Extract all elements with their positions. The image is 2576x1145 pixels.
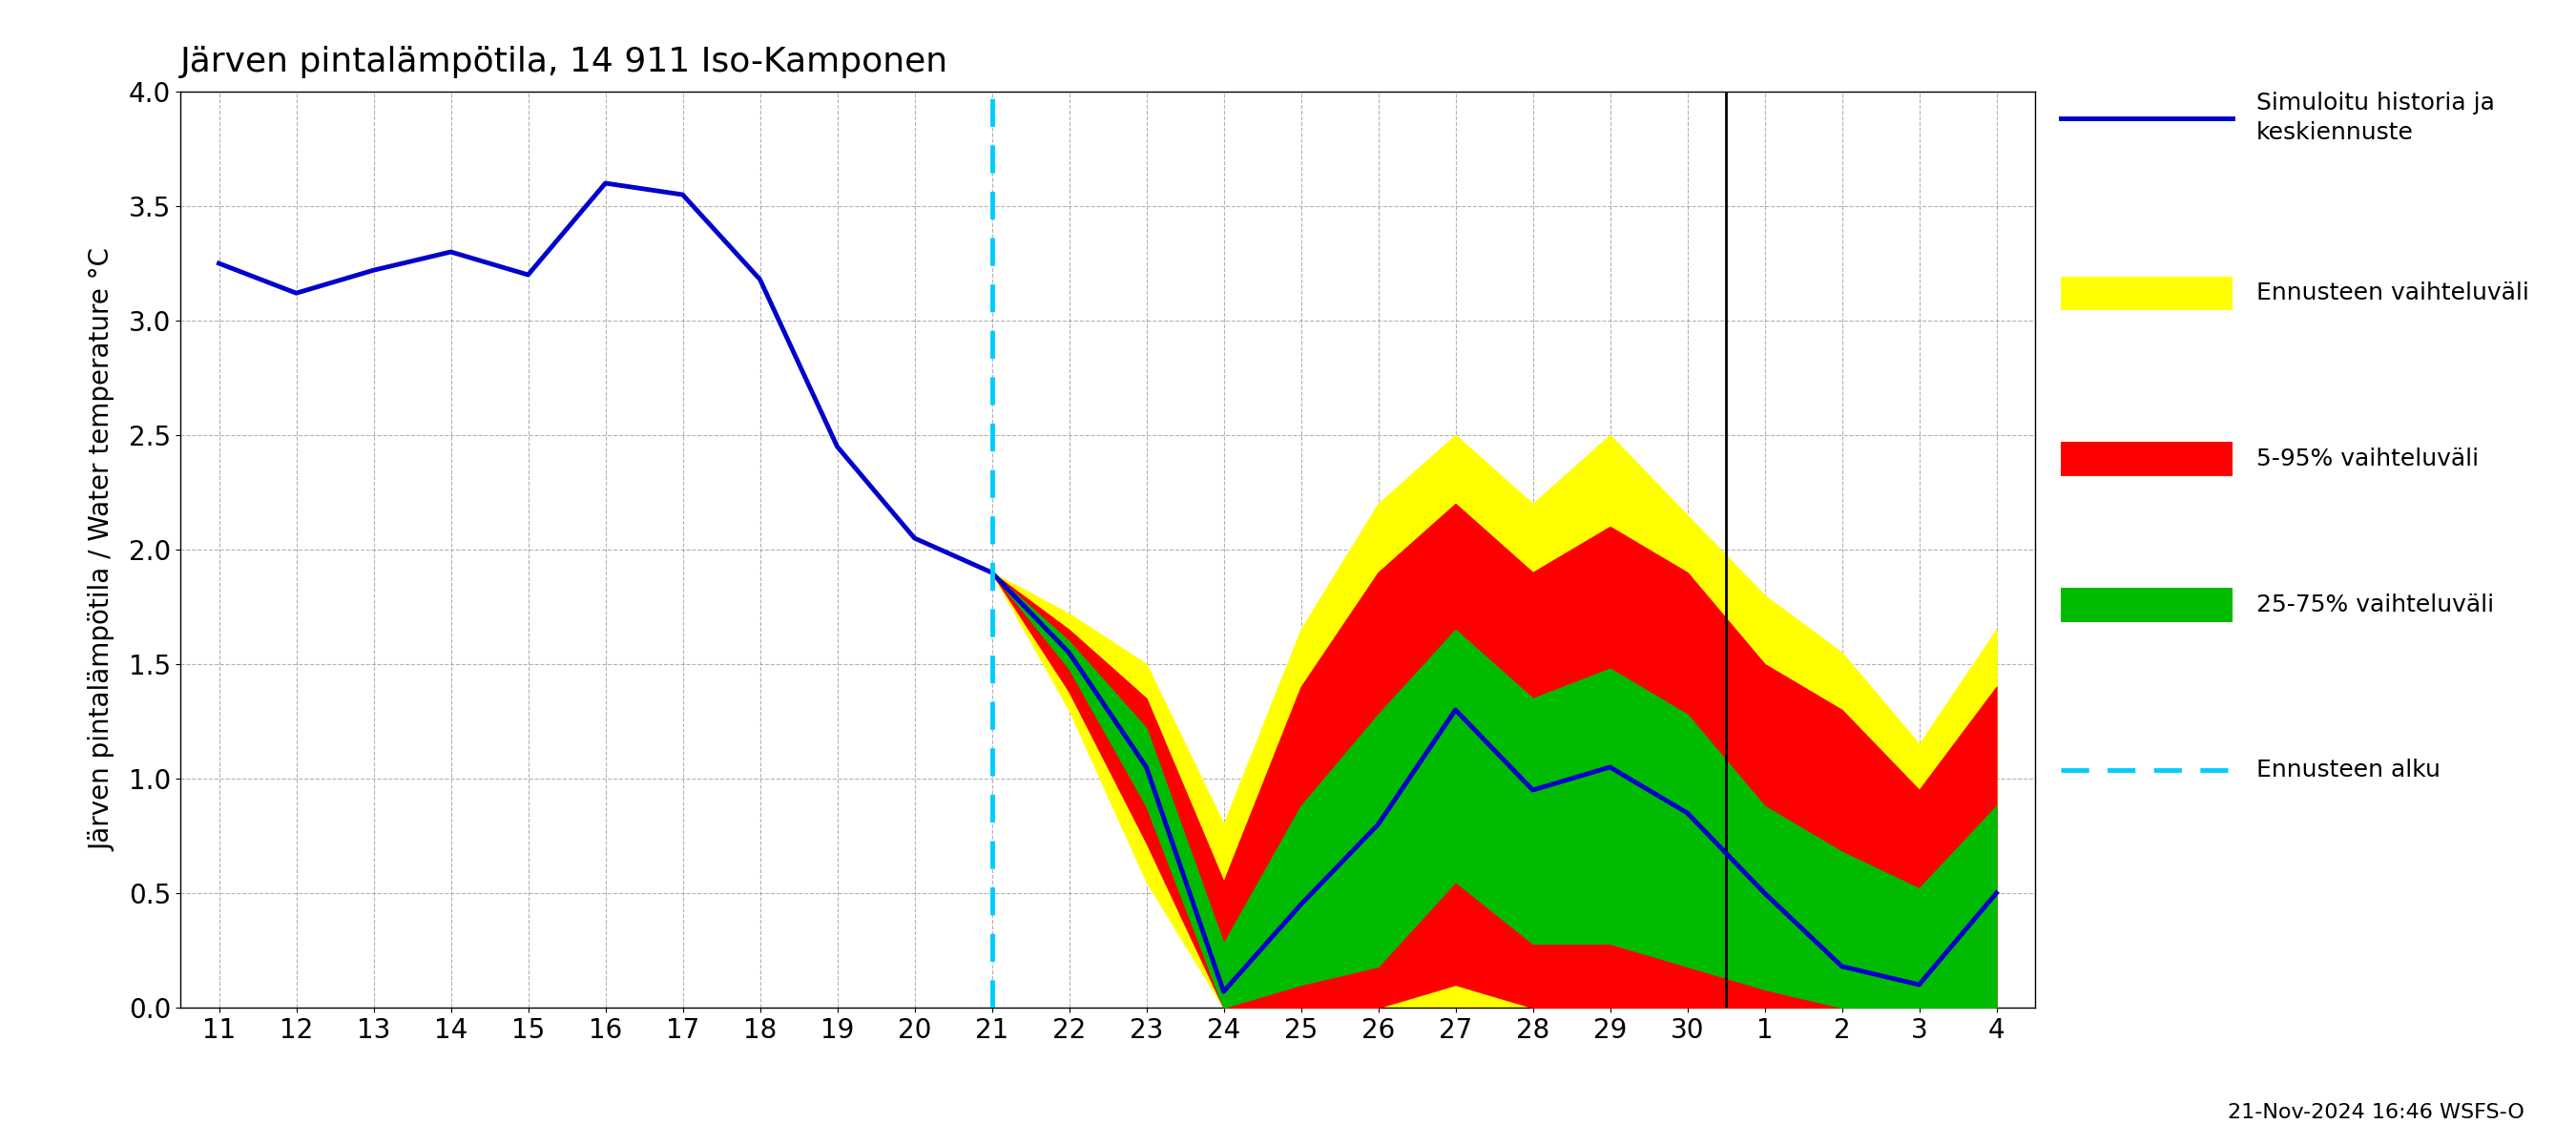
Text: 5-95% vaihteluväli: 5-95% vaihteluväli — [2257, 448, 2478, 471]
Text: Ennusteen alku: Ennusteen alku — [2257, 759, 2439, 782]
Text: Ennusteen vaihteluväli: Ennusteen vaihteluväli — [2257, 282, 2530, 305]
Text: Simuloitu historia ja: Simuloitu historia ja — [2257, 92, 2496, 114]
FancyBboxPatch shape — [2061, 442, 2231, 476]
Text: keskiennuste: keskiennuste — [2257, 121, 2414, 144]
FancyBboxPatch shape — [2061, 276, 2231, 310]
Text: 21-Nov-2024 16:46 WSFS-O: 21-Nov-2024 16:46 WSFS-O — [2228, 1103, 2524, 1122]
FancyBboxPatch shape — [2061, 587, 2231, 622]
Text: Järven pintalämpötila, 14 911 Iso-Kamponen: Järven pintalämpötila, 14 911 Iso-Kampon… — [180, 46, 948, 78]
Text: 25-75% vaihteluväli: 25-75% vaihteluväli — [2257, 593, 2494, 616]
Y-axis label: Järven pintalämpötila / Water temperature °C: Järven pintalämpötila / Water temperatur… — [88, 248, 116, 851]
